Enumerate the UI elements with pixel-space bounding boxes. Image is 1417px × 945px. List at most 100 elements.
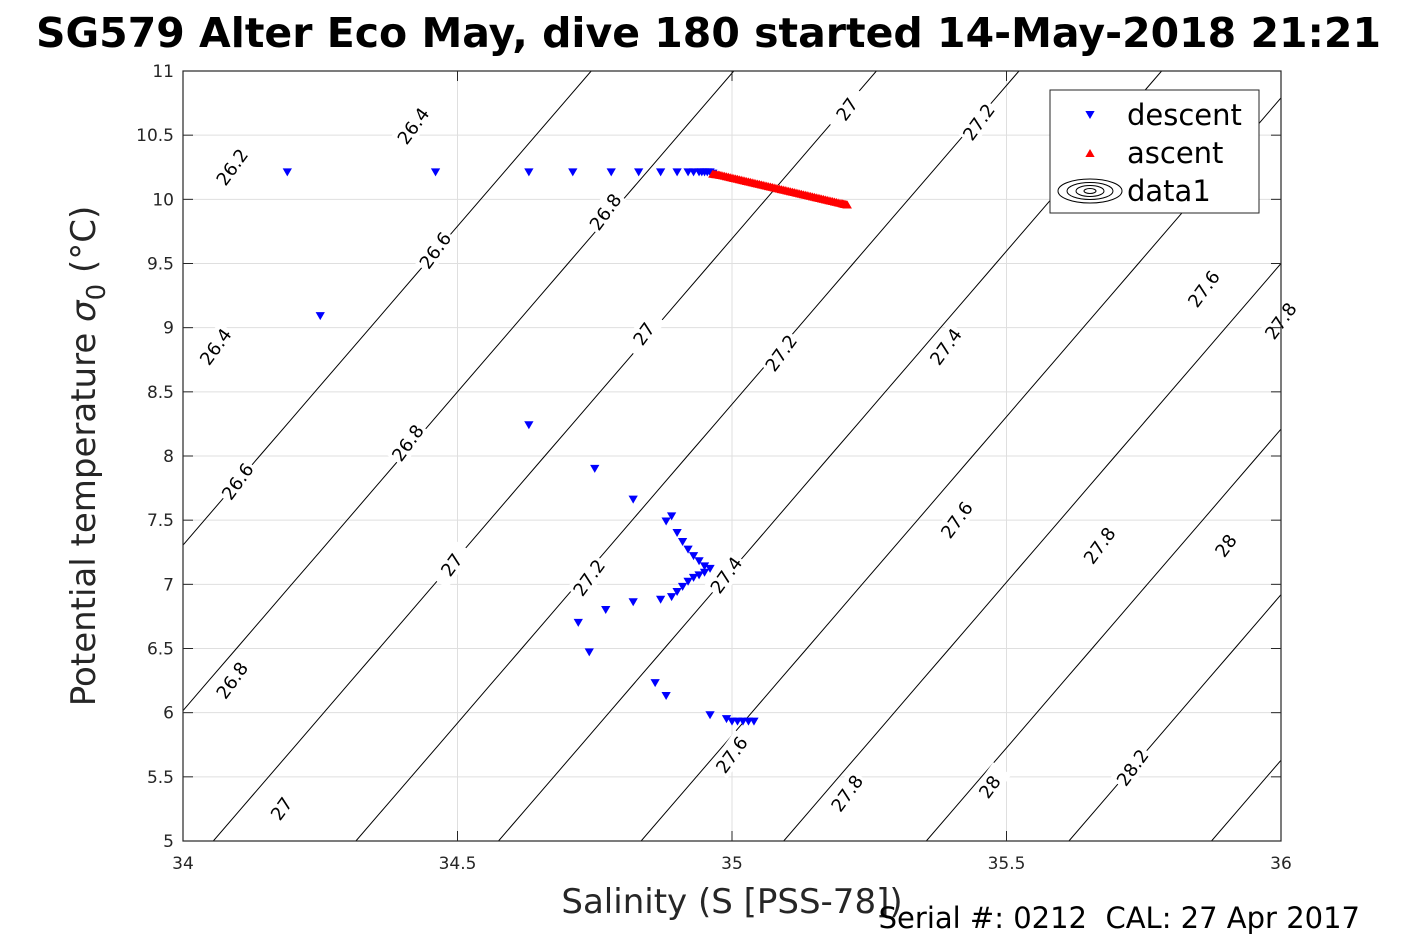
legend-label: descent — [1127, 98, 1242, 132]
contour-label-bg — [956, 97, 1001, 146]
descent-point — [628, 495, 638, 504]
contour-label-bg — [709, 730, 754, 779]
legend-contour-icon — [1057, 178, 1123, 204]
descent-point — [705, 564, 715, 573]
contour-line-27-6 — [925, 428, 1281, 841]
descent-point — [601, 606, 611, 614]
contour-line-27-4 — [783, 262, 1281, 841]
legend-contour-icon — [1075, 185, 1105, 197]
contour-line-26-6 — [212, 71, 878, 841]
contour-label-bg — [824, 84, 869, 134]
contour-label-bg — [209, 655, 254, 705]
x-tick-label: 34.5 — [439, 854, 477, 874]
descent-point — [683, 577, 693, 586]
descent-point — [590, 464, 600, 473]
descent-point — [282, 168, 292, 177]
ascent-series — [708, 169, 852, 209]
descent-point — [677, 537, 688, 546]
contour-label-bg — [390, 101, 435, 150]
legend-contour-icon — [1066, 182, 1114, 200]
descent-point — [749, 717, 759, 726]
y-tick-label: 10.5 — [136, 126, 174, 146]
y-tick-label: 7 — [163, 575, 174, 595]
y-tick-label: 8 — [163, 447, 174, 467]
legend-items: descent ascent data1 — [1057, 98, 1242, 208]
ascent-point — [842, 200, 852, 209]
contour-label: 27 — [824, 84, 869, 134]
legend-contour-icon — [1083, 188, 1097, 194]
contour-label-bg — [1110, 742, 1154, 792]
contour-label-bg — [824, 768, 869, 818]
contour-label-bg — [703, 550, 748, 599]
descent-point — [705, 711, 715, 720]
y-tick-label: 10 — [152, 190, 174, 210]
contour-label-bg — [934, 495, 979, 544]
descent-point — [573, 618, 583, 627]
descent-point — [524, 421, 534, 430]
legend-ascent-marker — [1085, 149, 1095, 157]
descent-point — [694, 557, 704, 566]
descent-point — [568, 168, 578, 177]
descent-point — [524, 168, 534, 177]
contour-label-bg — [1258, 296, 1303, 345]
contour-label-bg — [215, 456, 259, 506]
contour-label-bg — [193, 322, 237, 371]
descent-point — [655, 595, 666, 604]
y-axis-label-subscript: 0 — [82, 284, 112, 301]
descent-point — [699, 568, 710, 577]
y-tick-label: 7.5 — [147, 511, 174, 531]
descent-point — [721, 715, 732, 724]
contour-line-26-2 — [183, 71, 592, 546]
contour-label-bg — [1077, 520, 1121, 570]
contour-label-bg — [209, 142, 254, 191]
descent-point — [688, 573, 699, 582]
y-tick-label: 8.5 — [147, 383, 174, 403]
y-tick-label: 5.5 — [147, 768, 174, 788]
contour-label-bg — [429, 540, 474, 589]
x-tick-label: 35 — [721, 854, 743, 874]
descent-point — [628, 598, 638, 607]
legend-descent-marker — [1085, 111, 1095, 119]
y-tick-label: 6 — [163, 704, 174, 724]
descent-point — [634, 168, 644, 177]
footer-text: Serial #: 0212 CAL: 27 Apr 2017 — [879, 901, 1360, 935]
contour-label-bg — [758, 328, 803, 377]
chart-title: SG579 Alter Eco May, dive 180 started 14… — [36, 9, 1381, 57]
contour-label-bg — [621, 309, 666, 358]
descent-point — [677, 582, 688, 591]
contour-label-bg — [583, 187, 627, 236]
serial-label: Serial #: 0212 — [879, 901, 1087, 935]
y-axis-ticks: 5 5.5 6 6.5 7 7.5 8 8.5 9 9.5 10 10.5 11 — [136, 62, 1281, 852]
x-tick-label: 36 — [1270, 854, 1292, 874]
descent-point — [666, 512, 677, 521]
y-tick-label: 11 — [152, 62, 174, 82]
y-tick-label: 9.5 — [147, 255, 174, 275]
contour-label-bg — [1203, 520, 1248, 570]
y-axis-label-sigma: σ — [64, 299, 104, 322]
contour-label-bg — [566, 553, 611, 602]
x-axis-ticks: 34 34.5 35 35.5 36 — [172, 71, 1292, 874]
descent-point — [683, 545, 693, 554]
legend: descent ascent data1 — [1049, 89, 1260, 214]
legend-label: ascent — [1127, 136, 1223, 170]
descent-point — [699, 562, 710, 571]
descent-point — [694, 571, 704, 580]
descent-point — [688, 552, 699, 561]
grid-lines — [183, 71, 1281, 841]
y-axis-label-main: Potential temperature — [64, 322, 104, 706]
descent-point — [661, 691, 671, 700]
y-axis-label-unit: (°C) — [64, 206, 104, 284]
descent-point — [584, 648, 594, 657]
x-axis-label: Salinity (S [PSS-78]) — [561, 882, 902, 922]
contour-line-26-8 — [355, 71, 1020, 841]
descent-point — [672, 588, 682, 597]
contour-label-bg — [412, 225, 457, 275]
descent-point — [650, 679, 660, 688]
y-axis-label: Potential temperature σ0 (°C) — [64, 206, 112, 706]
descent-point — [606, 168, 616, 177]
contour-line-28 — [1210, 759, 1281, 841]
contour-label-bg — [1181, 264, 1226, 313]
contour-label-bg — [385, 418, 430, 467]
descent-point — [655, 168, 666, 177]
